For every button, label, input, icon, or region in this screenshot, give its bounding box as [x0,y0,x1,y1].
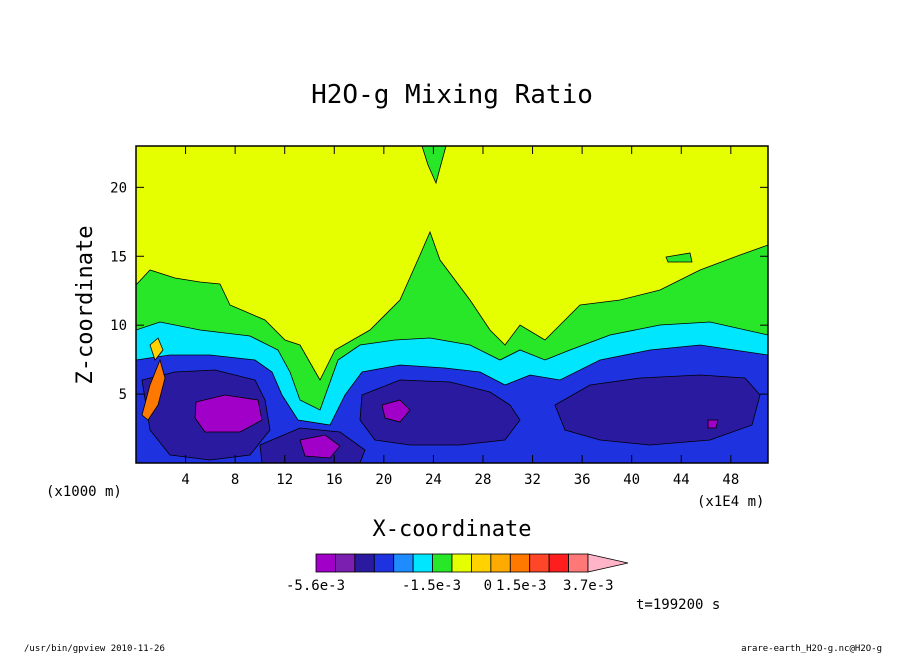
x-tick-label: 4 [181,472,189,488]
colorbar-swatch [335,553,356,573]
colorbar-swatch [490,553,511,573]
colorbar-arrow [587,553,629,573]
plot-frame [135,145,769,464]
x-tick-label: 36 [574,472,591,488]
x-tick-label: 40 [623,472,640,488]
x-tick-label: 48 [722,472,739,488]
colorbar-swatch [529,553,550,573]
x-unit-left: (x1000 m) [46,484,122,500]
y-axis: 5 10 15 20 [110,180,768,403]
time-label: t=199200 s [636,597,720,613]
colorbar-label: 3.7e-3 [563,578,614,594]
colorbar-swatch [412,553,433,573]
colorbar-swatch [315,553,336,573]
contour-field [136,146,768,463]
x-axis: 4 8 12 16 20 24 28 32 36 40 44 48 [181,146,739,488]
x-unit-right: (x1E4 m) [697,494,764,510]
colorbar-swatch [509,553,531,573]
colorbar [315,553,629,573]
x-tick-label: 28 [475,472,492,488]
colorbar-label: 0 [484,578,492,594]
colorbar-swatch [354,553,375,573]
y-tick-label: 20 [110,180,127,196]
colorbar-swatch [471,553,492,573]
colorbar-swatch [432,553,453,573]
chart-title: H2O-g Mixing Ratio [311,80,593,110]
colorbar-label: -5.6e-3 [286,578,345,594]
x-tick-label: 16 [326,472,343,488]
x-axis-label: X-coordinate [373,517,532,542]
y-tick-label: 15 [110,249,127,265]
colorbar-labels: -5.6e-3 -1.5e-3 0 1.5e-3 3.7e-3 [286,578,614,594]
x-tick-label: 44 [673,472,690,488]
y-axis-label: Z-coordinate [73,226,98,385]
x-tick-label: 12 [276,472,293,488]
y-tick-label: 10 [110,318,127,334]
x-tick-label: 20 [375,472,392,488]
colorbar-label: 1.5e-3 [496,578,547,594]
x-tick-label: 8 [231,472,239,488]
x-tick-label: 24 [425,472,442,488]
colorbar-swatch [548,553,569,573]
colorbar-swatch [451,553,472,573]
x-tick-label: 32 [524,472,541,488]
y-tick-label: 5 [119,387,127,403]
colorbar-label: -1.5e-3 [402,578,461,594]
footer-right: arare-earth_H2O-g.nc@H2O-g [741,644,882,654]
footer-left: /usr/bin/gpview 2010-11-26 [24,644,165,654]
colorbar-swatch [373,553,395,573]
colorbar-swatch [568,553,589,573]
colorbar-swatch [393,553,414,573]
